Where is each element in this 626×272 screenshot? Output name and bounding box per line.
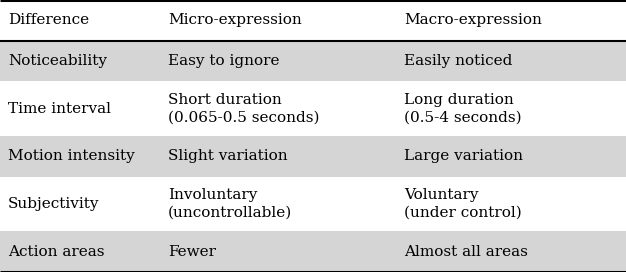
Text: Motion intensity: Motion intensity <box>8 149 135 163</box>
Text: Fewer: Fewer <box>168 245 216 259</box>
Text: Action areas: Action areas <box>8 245 105 259</box>
Text: Slight variation: Slight variation <box>168 149 287 163</box>
Bar <box>0 41 626 81</box>
Text: Easy to ignore: Easy to ignore <box>168 54 279 68</box>
Text: Large variation: Large variation <box>404 149 523 163</box>
Text: Involuntary
(uncontrollable): Involuntary (uncontrollable) <box>168 188 292 220</box>
Text: Time interval: Time interval <box>8 101 111 116</box>
Text: Short duration
(0.065-0.5 seconds): Short duration (0.065-0.5 seconds) <box>168 93 319 125</box>
Bar <box>0 0 626 41</box>
Text: Noticeability: Noticeability <box>8 54 107 68</box>
Text: Micro-expression: Micro-expression <box>168 13 302 27</box>
Text: Easily noticed: Easily noticed <box>404 54 513 68</box>
Text: Subjectivity: Subjectivity <box>8 197 100 211</box>
Bar <box>0 177 626 231</box>
Text: Almost all areas: Almost all areas <box>404 245 528 259</box>
Text: Macro-expression: Macro-expression <box>404 13 542 27</box>
Bar <box>0 81 626 136</box>
Bar <box>0 231 626 272</box>
Bar <box>0 136 626 177</box>
Text: Long duration
(0.5-4 seconds): Long duration (0.5-4 seconds) <box>404 93 522 125</box>
Text: Difference: Difference <box>8 13 90 27</box>
Text: Voluntary
(under control): Voluntary (under control) <box>404 188 522 220</box>
